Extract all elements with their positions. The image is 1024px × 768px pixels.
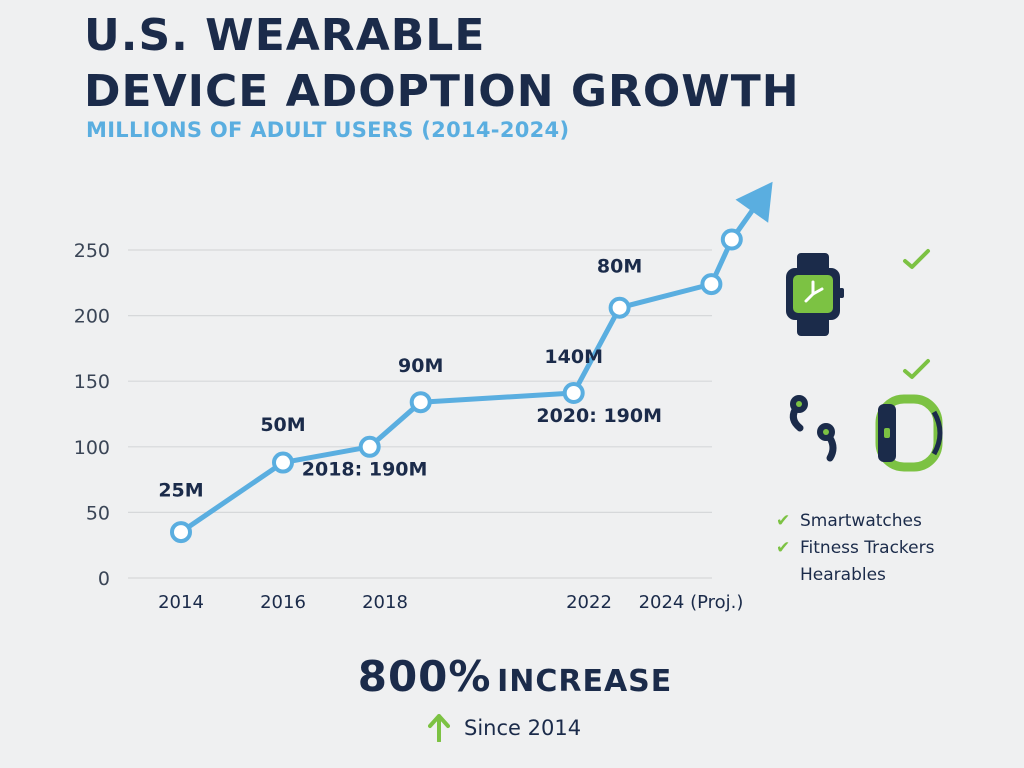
data-label: 2020: 190M xyxy=(536,405,662,427)
trend-arrowhead xyxy=(735,182,772,223)
y-tick-label: 100 xyxy=(74,437,110,459)
checkmark-icon xyxy=(905,361,928,377)
data-point xyxy=(702,275,720,293)
data-point xyxy=(611,299,629,317)
legend-item-fitness-trackers: ✔ Fitness Trackers xyxy=(776,535,934,562)
smartwatch-icon xyxy=(786,253,844,336)
x-tick-label: 2014 xyxy=(158,592,204,613)
legend: ✔ Smartwatches ✔ Fitness Trackers ✔ Hear… xyxy=(776,508,934,589)
checkmark-icon xyxy=(905,251,928,267)
y-tick-label: 0 xyxy=(98,568,110,590)
since-note: Since 2014 xyxy=(428,714,581,742)
fitness-band-icon xyxy=(878,399,940,467)
earbud-right-stem xyxy=(830,438,833,458)
x-tick-label: 2022 xyxy=(566,592,612,613)
y-tick-label: 250 xyxy=(74,240,110,262)
y-tick-label: 200 xyxy=(74,306,110,328)
watch-crown xyxy=(839,288,844,298)
legend-label: Fitness Trackers xyxy=(800,535,934,562)
x-tick-label: 2024 (Proj.) xyxy=(639,592,744,613)
earbud-right-accent xyxy=(823,429,829,435)
checkmark-icon: ✔ xyxy=(776,508,800,535)
x-tick-label: 2018 xyxy=(362,592,408,613)
increase-value: 800% xyxy=(358,652,492,701)
data-label: 90M xyxy=(398,355,443,377)
x-tick-label: 2016 xyxy=(260,592,306,613)
series-line xyxy=(181,211,752,532)
since-text: Since 2014 xyxy=(464,716,581,740)
data-point xyxy=(274,454,292,472)
y-tick-label: 50 xyxy=(86,502,110,524)
increase-label: INCREASE xyxy=(497,664,672,699)
band-display-light xyxy=(884,428,890,438)
up-arrow-icon xyxy=(428,714,450,742)
legend-item-smartwatches: ✔ Smartwatches xyxy=(776,508,934,535)
increase-callout: 800% INCREASE xyxy=(0,652,1024,701)
data-label: 80M xyxy=(597,255,642,277)
legend-label: Hearables xyxy=(800,562,886,589)
y-tick-label: 150 xyxy=(74,371,110,393)
data-point xyxy=(565,384,583,402)
legend-item-hearables: ✔ Hearables xyxy=(776,562,934,589)
data-point xyxy=(172,523,190,541)
legend-label: Smartwatches xyxy=(800,508,922,535)
data-label: 25M xyxy=(158,480,203,502)
data-point xyxy=(412,393,430,411)
checkmark-icon: ✔ xyxy=(776,535,800,562)
data-label: 140M xyxy=(544,346,603,368)
data-label: 50M xyxy=(260,414,305,436)
earbuds-icon xyxy=(790,395,835,458)
earbud-left-accent xyxy=(796,401,802,407)
data-point xyxy=(723,231,741,249)
data-point xyxy=(361,438,379,456)
data-label: 2018: 190M xyxy=(302,459,428,481)
